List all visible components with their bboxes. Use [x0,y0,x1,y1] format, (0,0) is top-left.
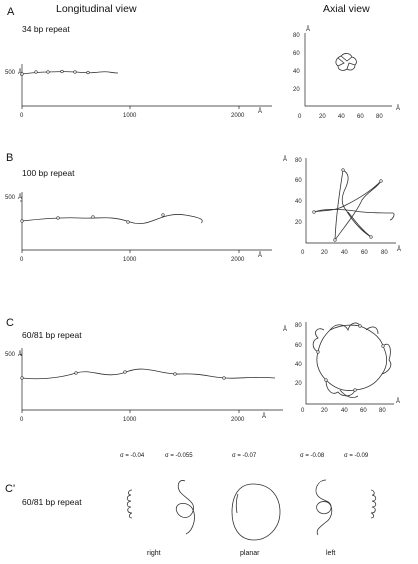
handedness-right: right [147,550,161,557]
svg-text:40: 40 [341,408,348,414]
panel-c-long-axes [21,348,283,411]
panel-a-x-unit: Å [258,108,262,115]
panel-b-dna-path [21,214,203,224]
panel-b-axial-axes [305,158,396,244]
svg-text:40: 40 [293,69,300,75]
panel-b-repeat-label: 100 bp repeat [22,168,75,178]
svg-text:Å: Å [397,246,401,253]
svg-text:0: 0 [298,114,302,120]
svg-text:0: 0 [301,250,305,256]
svg-text:1000: 1000 [123,417,137,423]
panel-a-axial-rosette [335,53,357,71]
panel-label-c: C [6,317,14,329]
longitudinal-view-header: Longitudinal view [56,3,137,15]
svg-text:40: 40 [295,199,302,205]
panel-b-long-axes [21,192,272,251]
svg-text:0: 0 [20,257,24,263]
panel-a-longitudinal-plot: 500 Å 0 1000 2000 Å [5,64,272,119]
sigma-label-5: σ = -0.09 [344,453,369,459]
svg-text:Å: Å [283,156,287,163]
svg-text:60: 60 [295,178,302,184]
svg-text:80: 80 [295,158,302,164]
left-large-loop [315,479,333,536]
panel-a-x-tick-1000: 1000 [123,113,137,119]
svg-text:40: 40 [338,114,345,120]
svg-text:60: 60 [357,114,364,120]
svg-text:Å: Å [396,398,400,405]
sigma-label-2: σ = -0.055 [165,453,193,459]
panel-a-axial-plot: Å 80 60 40 20 0 20 40 60 80 Å [293,26,400,120]
panel-a-axial-axes [304,33,392,107]
panel-c-prime-shapes [126,479,377,541]
handedness-planar: planar [240,550,260,557]
svg-text:20: 20 [321,408,328,414]
svg-text:Å: Å [262,413,266,420]
svg-text:80: 80 [293,33,300,39]
panel-b-longitudinal-plot: 500 Å 0 1000 2000 Å [5,192,272,263]
panel-c-axial-axes [305,322,394,405]
svg-text:2000: 2000 [231,417,245,423]
svg-text:40: 40 [341,250,348,256]
svg-text:40: 40 [295,362,302,368]
panel-b-y-tick-label: 500 [5,195,16,201]
panel-a-axial-y-unit: Å [306,26,310,33]
svg-text:80: 80 [295,323,302,329]
sigma-label-3: σ = -0.07 [232,453,257,459]
panel-c-longitudinal-plot: 500 Å 0 1000 2000 Å [5,348,283,423]
handedness-left: left [326,550,336,557]
panel-c-y-tick-label: 500 [5,352,16,358]
svg-text:Å: Å [283,326,287,333]
panel-a-y-unit: Å [18,69,22,76]
panel-c-axial-ring [316,324,388,391]
svg-text:Å: Å [258,252,262,259]
right-small-coil [126,489,133,519]
panel-a-axial-x-unit: Å [396,105,400,112]
panel-c-prime-repeat-label: 60/81 bp repeat [22,497,82,507]
right-large-loop [175,480,195,535]
svg-text:0: 0 [20,417,24,423]
panel-c-repeat-label: 60/81 bp repeat [22,330,82,340]
panel-a-repeat-label: 34 bp repeat [22,24,70,34]
left-small-coil [370,489,377,519]
svg-text:20: 20 [295,381,302,387]
panel-c-dna-path [21,368,276,380]
panel-a-x-tick-0: 0 [20,113,24,119]
panel-a-x-tick-2000: 2000 [231,113,245,119]
sigma-label-4: σ = -0.08 [300,453,325,459]
panel-label-c-prime: C' [5,483,16,495]
panel-label-a: A [7,6,15,18]
panel-c-axial-plot: Å 80 60 40 20 0 20 40 60 80 Å [283,322,400,414]
svg-text:0: 0 [301,408,305,414]
svg-text:80: 80 [381,250,388,256]
svg-text:60: 60 [293,51,300,57]
panel-b-axial-star [313,169,395,241]
svg-text:2000: 2000 [231,257,245,263]
svg-text:60: 60 [360,408,367,414]
svg-text:60: 60 [361,250,368,256]
sigma-label-1: σ = -0.04 [120,453,145,459]
svg-text:20: 20 [293,87,300,93]
svg-text:80: 80 [376,114,383,120]
axial-view-header: Axial view [323,3,370,15]
svg-text:Å: Å [18,194,22,201]
svg-text:Å: Å [18,351,22,358]
svg-text:1000: 1000 [123,257,137,263]
panel-a-y-tick-label: 500 [5,70,16,76]
planar-circle [231,483,281,541]
svg-text:60: 60 [295,343,302,349]
panel-a-long-axes [21,64,272,107]
svg-text:20: 20 [295,220,302,226]
svg-text:80: 80 [379,408,386,414]
panel-b-axial-plot: Å 80 60 40 20 0 20 40 60 80 Å [283,156,401,256]
svg-text:20: 20 [321,250,328,256]
panel-label-b: B [6,152,14,164]
svg-text:20: 20 [319,114,326,120]
